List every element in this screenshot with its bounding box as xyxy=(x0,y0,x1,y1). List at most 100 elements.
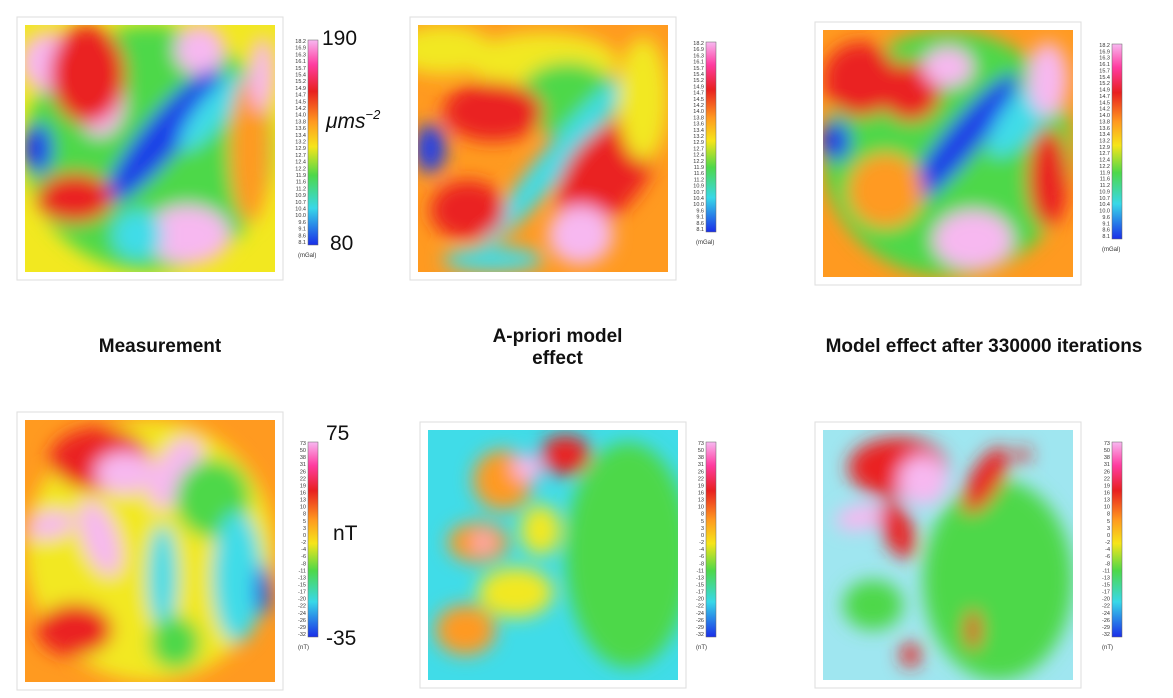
heatmap-blob xyxy=(843,580,903,630)
colorbar-tick-label: 14.0 xyxy=(1099,113,1110,119)
colorbar-tick-label: 10 xyxy=(300,505,306,511)
heatmap-blob xyxy=(821,121,851,161)
colorbar-tick-label: 15.2 xyxy=(693,78,704,84)
colorbar-tick-label: 11.6 xyxy=(694,171,704,177)
colorbar xyxy=(308,40,318,245)
colorbar-tick-label: 12.2 xyxy=(295,166,306,172)
colorbar-tick-label: 14.2 xyxy=(1099,107,1110,113)
colorbar-tick-label: 8.1 xyxy=(298,240,306,246)
heatmap-blob xyxy=(38,173,113,222)
colorbar-tick-label: 8 xyxy=(303,512,306,518)
heatmap-blob xyxy=(255,564,270,616)
heatmap-blob xyxy=(478,568,553,618)
colorbar-tick-label: 10.7 xyxy=(693,190,704,196)
heatmap-blob xyxy=(513,455,543,480)
colorbar-tick-label: -13 xyxy=(696,575,704,581)
colorbar-tick-label: -2 xyxy=(301,540,306,546)
colorbar-tick-label: 10.9 xyxy=(1099,189,1110,195)
colorbar-tick-label: 12.7 xyxy=(693,146,704,152)
colorbar-tick-label: 31 xyxy=(1104,462,1110,468)
colorbar-tick-label: -6 xyxy=(301,554,306,560)
heatmap-blob xyxy=(923,480,1073,680)
colorbar-tick-label: 10 xyxy=(1104,505,1110,511)
colorbar-tick-label: -2 xyxy=(1105,540,1110,546)
colorbar-tick-label: -2 xyxy=(699,540,704,546)
colorbar-tick-label: -17 xyxy=(298,590,306,596)
colorbar-tick-label: 9.1 xyxy=(696,215,704,221)
heatmap-blob xyxy=(541,435,591,475)
colorbar-tick-label: 12.4 xyxy=(295,160,306,166)
heatmap xyxy=(393,25,674,272)
colorbar-tick-label: -8 xyxy=(1105,561,1110,567)
colorbar-tick-label: 8 xyxy=(701,512,704,518)
colorbar-tick-label: 19 xyxy=(1104,483,1110,489)
colorbar-tick-label: -22 xyxy=(298,604,306,610)
colorbar-tick-label: 8.1 xyxy=(696,227,704,233)
heatmap-blob xyxy=(898,455,948,505)
colorbar-tick-label: 10.7 xyxy=(295,200,306,206)
figure: 190 μms−2 80 75 nT -35 18.216.916.316.11… xyxy=(0,0,1173,698)
heatmap-blob xyxy=(436,605,496,655)
colorbar-tick-label: 38 xyxy=(300,455,306,461)
heatmap-blob xyxy=(150,617,200,669)
colorbar-tick-label: -32 xyxy=(298,632,306,638)
colorbar-tick-label: 13.4 xyxy=(693,128,704,134)
colorbar-tick-label: 14.7 xyxy=(693,91,704,97)
colorbar-tick-label: 12.2 xyxy=(693,159,704,165)
colorbar xyxy=(1112,44,1122,239)
colorbar-tick-label: 13.6 xyxy=(693,122,704,128)
heatmap-blob xyxy=(148,525,178,630)
heatmap-blob xyxy=(901,643,921,668)
colorbar-tick-label: 11.6 xyxy=(1100,177,1110,183)
colorbar-tick-label: 8.6 xyxy=(298,233,306,239)
colorbar-tick-label: 13.2 xyxy=(295,140,306,146)
colorbar-tick-label: 8.6 xyxy=(696,221,704,227)
gravity-min-label: 80 xyxy=(330,232,353,255)
colorbar-tick-label: 5 xyxy=(1107,519,1110,525)
colorbar-tick-label: 10.7 xyxy=(1099,196,1110,202)
colorbar-tick-label: -22 xyxy=(1102,604,1110,610)
gravity-unit-exponent: −2 xyxy=(366,107,382,122)
colorbar-tick-label: 0 xyxy=(701,533,704,539)
colorbar-tick-label: 26 xyxy=(698,469,704,475)
heatmap-blob xyxy=(416,124,446,173)
heatmap-blob xyxy=(923,47,973,87)
colorbar-tick-label: 16.9 xyxy=(1099,49,1110,55)
colorbar-tick-label: 11.9 xyxy=(296,173,306,179)
colorbar-tick-label: 9.6 xyxy=(1102,215,1110,221)
colorbar-tick-label: 12.4 xyxy=(1099,158,1110,164)
colorbar-tick-label: 0 xyxy=(303,533,306,539)
colorbar-tick-label: 16.9 xyxy=(693,47,704,53)
colorbar-tick-label: 15.4 xyxy=(1099,75,1110,81)
colorbar-tick-label: 73 xyxy=(300,441,306,447)
colorbar-tick-label: -20 xyxy=(298,597,306,603)
colorbar-tick-label: 10.0 xyxy=(1099,209,1110,215)
colorbar-tick-label: 38 xyxy=(698,455,704,461)
colorbar-tick-label: -29 xyxy=(298,625,306,631)
colorbar-tick-label: 13.2 xyxy=(693,134,704,140)
colorbar-tick-label: 73 xyxy=(698,441,704,447)
colorbar-unit: (mGal) xyxy=(1102,247,1120,253)
magnetic-unit: nT xyxy=(333,522,358,545)
colorbar-tick-label: 16.9 xyxy=(295,46,306,52)
colorbar-tick-label: -11 xyxy=(1102,568,1110,574)
colorbar-tick-label: 13 xyxy=(1104,498,1110,504)
colorbar-tick-label: 13.2 xyxy=(1099,139,1110,145)
colorbar-tick-label: 38 xyxy=(1104,455,1110,461)
colorbar-unit: (nT) xyxy=(696,645,707,651)
colorbar-tick-label: 8.6 xyxy=(1102,228,1110,234)
colorbar-tick-label: 14.5 xyxy=(295,99,306,105)
colorbar-unit: (nT) xyxy=(1102,645,1113,651)
heatmap-blob xyxy=(175,25,225,74)
heatmap-blob xyxy=(38,603,113,655)
colorbar-tick-label: 9.1 xyxy=(298,227,306,233)
colorbar-tick-label: 16 xyxy=(698,491,704,497)
colorbar-tick-label: 16.1 xyxy=(295,59,306,65)
colorbar-tick-label: 50 xyxy=(1104,448,1110,454)
colorbar-tick-label: -32 xyxy=(1102,632,1110,638)
colorbar-tick-label: 16.3 xyxy=(1099,56,1110,62)
colorbar-tick-label: -17 xyxy=(696,590,704,596)
colorbar-tick-label: 12.9 xyxy=(295,146,306,152)
colorbar-tick-label: 3 xyxy=(303,526,306,532)
colorbar-tick-label: 13.8 xyxy=(295,119,306,125)
